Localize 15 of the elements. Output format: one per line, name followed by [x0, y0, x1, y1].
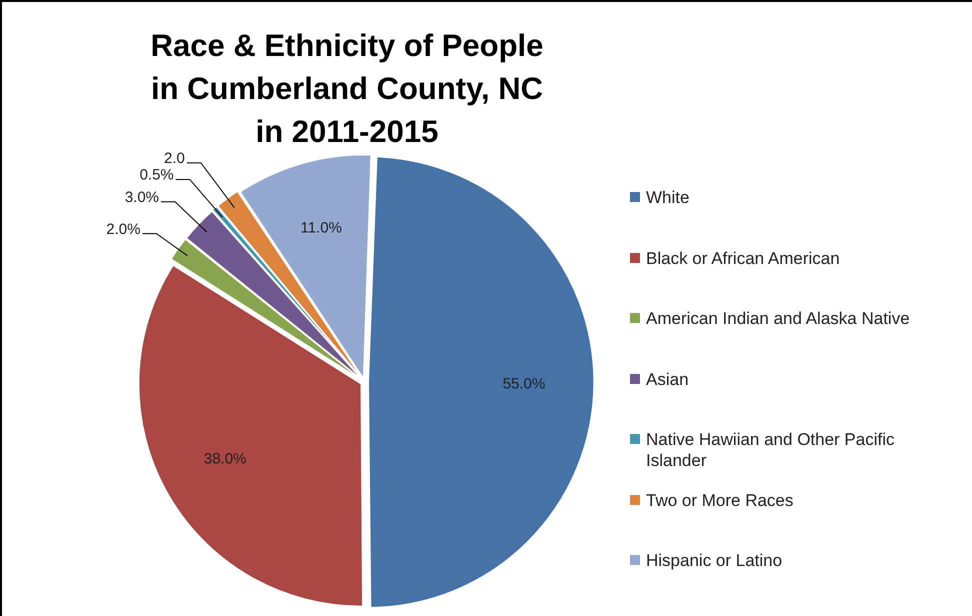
- legend-label: Black or African American: [646, 248, 840, 268]
- legend-label: White: [646, 187, 690, 208]
- legend-label: Native Hawiian and Other Pacific Islander: [646, 429, 896, 471]
- legend-label: Two or More Races: [646, 490, 794, 510]
- data-label: 55.0%: [502, 375, 546, 392]
- legend-label: American Indian and Alaska Native: [646, 308, 910, 329]
- legend-label: Hispanic or Latino: [646, 550, 782, 571]
- data-label: 0.5%: [140, 166, 174, 184]
- data-label: 2.0: [164, 150, 185, 167]
- legend-label: Asian: [646, 368, 689, 390]
- data-label: 11.0%: [300, 220, 342, 237]
- data-label: 38.0%: [204, 450, 246, 468]
- data-label: 3.0%: [124, 188, 160, 206]
- chart-title: Race & Ethnicity of People in Cumberland County, NC in 2011-2015: [150, 28, 544, 149]
- data-label: 2.0%: [106, 220, 140, 238]
